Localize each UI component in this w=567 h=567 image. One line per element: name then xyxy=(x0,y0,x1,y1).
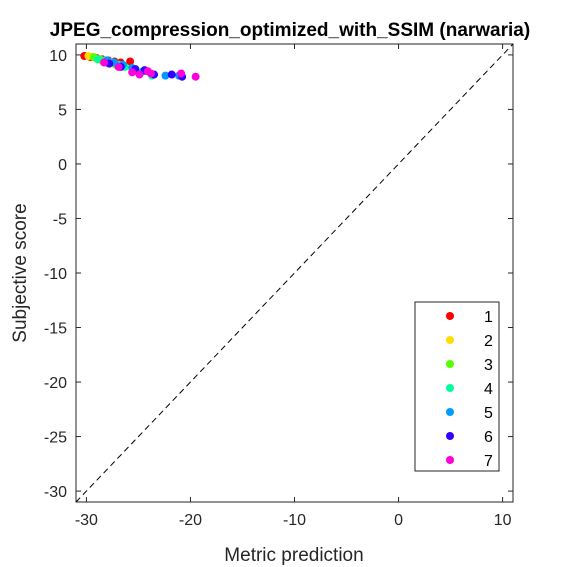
x-tick-label: 10 xyxy=(494,512,512,529)
x-tick-label: 0 xyxy=(394,512,403,529)
data-point xyxy=(191,72,200,81)
legend-marker xyxy=(446,312,454,320)
legend-item-3: 3 xyxy=(446,357,493,374)
legend: 1 2 3 4 5 6 7 xyxy=(414,301,500,472)
data-point xyxy=(114,62,123,71)
legend-marker xyxy=(446,408,454,416)
y-axis-label: Subjective score xyxy=(10,203,31,342)
legend-box xyxy=(414,301,500,472)
chart-title: JPEG_compression_optimized_with_SSIM (na… xyxy=(50,20,530,41)
legend-item-2: 2 xyxy=(446,333,493,350)
x-tick-label: -30 xyxy=(75,512,98,529)
y-tick-label: -5 xyxy=(53,211,67,228)
legend-label: 6 xyxy=(484,429,493,446)
data-point xyxy=(135,70,144,79)
legend-item-6: 6 xyxy=(446,429,493,446)
identity-line-layer xyxy=(75,43,514,503)
data-point xyxy=(146,69,155,78)
data-point xyxy=(128,68,137,77)
legend-marker xyxy=(446,432,454,440)
y-tick-label: 5 xyxy=(58,102,67,119)
legend-marker xyxy=(446,336,454,344)
y-tick-label: 10 xyxy=(49,48,67,65)
x-tick-label: -20 xyxy=(179,512,202,529)
y-tick-label: 0 xyxy=(58,157,67,174)
legend-item-5: 5 xyxy=(446,405,493,422)
legend-marker xyxy=(446,360,454,368)
legend-label: 1 xyxy=(484,309,493,326)
data-point xyxy=(161,71,170,80)
identity-line xyxy=(75,43,514,503)
series-7 xyxy=(100,58,200,81)
x-tick-label: -10 xyxy=(283,512,306,529)
data-point xyxy=(126,57,135,66)
y-axis: 10 5 0 -5 -10 -15 -20 -25 -30 xyxy=(44,48,513,501)
data-points xyxy=(80,51,200,81)
x-axis: -30 -20 -10 0 10 xyxy=(75,44,512,529)
data-point xyxy=(100,58,109,67)
legend-label: 5 xyxy=(484,405,493,422)
legend-label: 2 xyxy=(484,333,493,350)
legend-label: 3 xyxy=(484,357,493,374)
legend-item-7: 7 xyxy=(446,453,493,470)
data-point xyxy=(93,55,102,64)
x-axis-label: Metric prediction xyxy=(224,545,363,566)
y-tick-label: -25 xyxy=(44,430,67,447)
y-tick-label: -15 xyxy=(44,321,67,338)
legend-item-4: 4 xyxy=(446,381,493,398)
y-tick-label: -20 xyxy=(44,375,67,392)
legend-label: 7 xyxy=(484,453,493,470)
y-tick-label: -10 xyxy=(44,266,67,283)
legend-item-1: 1 xyxy=(446,309,493,326)
y-tick-label: -30 xyxy=(44,484,67,501)
data-point xyxy=(177,69,186,78)
legend-label: 4 xyxy=(484,381,493,398)
legend-marker xyxy=(446,384,454,392)
legend-marker xyxy=(446,456,454,464)
data-point xyxy=(167,70,176,79)
